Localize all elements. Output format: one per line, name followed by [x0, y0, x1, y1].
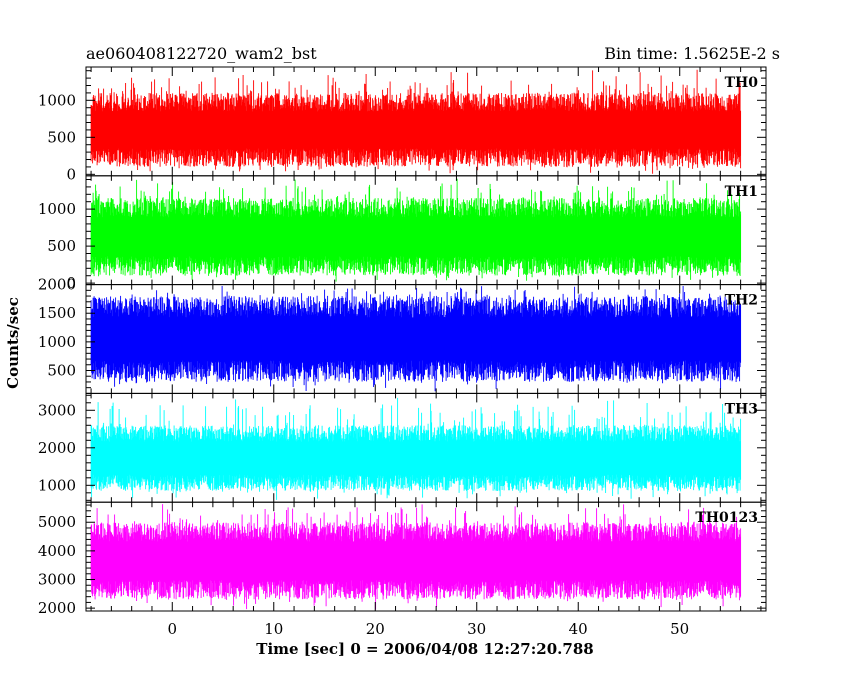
y-tick-label: 4000 [38, 542, 76, 560]
x-tick-label: 40 [569, 620, 588, 638]
panel-th0: 0 500 1000 TH0 [38, 66, 767, 183]
y-tick-label: 5000 [38, 513, 76, 531]
chart-title-left: ae060408122720_wam2_bst [86, 44, 317, 63]
x-tick-label: 10 [264, 620, 283, 638]
series-th3 [90, 397, 742, 500]
y-tick-label: 1000 [38, 333, 76, 351]
panels-group: 0 500 1000 TH0 0 500 1000 TH1 500 1000 1500 2000 TH2… [38, 66, 767, 617]
panel-label: TH3 [725, 401, 758, 417]
panel-label: TH0123 [695, 510, 758, 526]
y-tick-label: 500 [47, 237, 76, 255]
y-tick-label: 2000 [38, 439, 76, 457]
x-axis: 0 10 20 30 40 50 [168, 620, 690, 638]
y-tick-label: 3000 [38, 401, 76, 419]
y-tick-label: 0 [66, 274, 76, 292]
panel-th3: 1000 2000 3000 TH3 [38, 392, 767, 503]
y-tick-label: 2000 [38, 276, 76, 294]
x-tick-label: 0 [168, 620, 178, 638]
y-tick-label: 500 [47, 362, 76, 380]
x-tick-label: 30 [467, 620, 486, 638]
x-tick-label: 20 [366, 620, 385, 638]
y-tick-label: 500 [47, 128, 76, 146]
panel-th2: 500 1000 1500 2000 TH2 [38, 276, 767, 394]
y-tick-label: 1000 [38, 200, 76, 218]
y-tick-label: 1500 [38, 304, 76, 322]
series-th1 [90, 178, 742, 282]
panel-th0123: 2000 3000 4000 5000 TH0123 [38, 501, 767, 617]
y-tick-label: 1000 [38, 91, 76, 109]
y-tick-label: 1000 [38, 476, 76, 494]
panel-label: TH1 [725, 184, 758, 200]
panel-label: TH2 [725, 293, 758, 309]
series-th0123 [90, 504, 742, 610]
series-th2 [90, 286, 742, 392]
x-axis-title: Time [sec] 0 = 2006/04/08 12:27:20.788 [256, 640, 593, 658]
panel-th1: 0 500 1000 TH1 [38, 175, 767, 292]
chart-title-right: Bin time: 1.5625E-2 s [604, 44, 780, 63]
x-tick-label: 50 [670, 620, 689, 638]
series-th0 [90, 69, 742, 174]
y-tick-label: 2000 [38, 599, 76, 617]
panel-label: TH0 [725, 75, 759, 91]
y-tick-label: 0 [66, 165, 76, 183]
y-axis-title: Counts/sec [4, 297, 22, 389]
y-tick-label: 3000 [38, 571, 76, 589]
